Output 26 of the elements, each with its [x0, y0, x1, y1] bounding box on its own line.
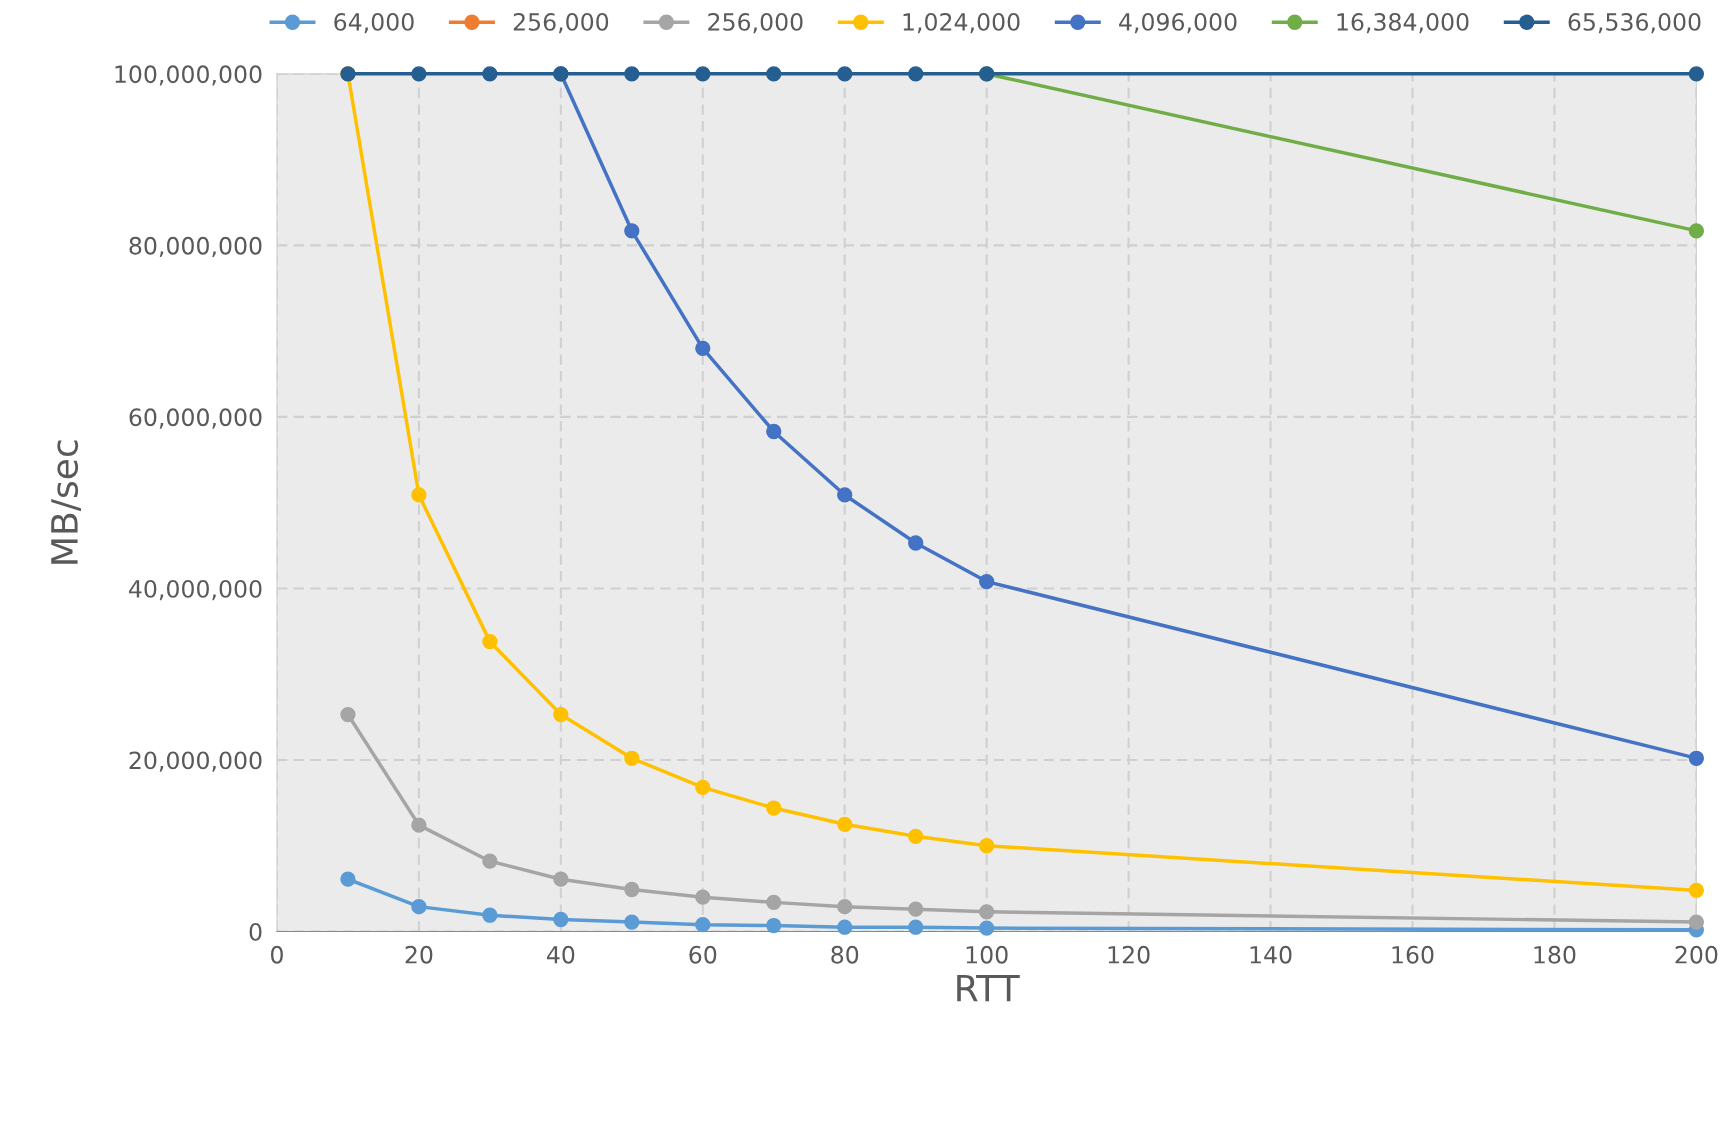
x-tick-label: 160 — [1392, 945, 1434, 964]
y-tick-label: 20,000,000 — [129, 751, 262, 772]
legend-label: 65,536,000 — [1568, 13, 1701, 34]
x-tick-label: 200 — [1675, 945, 1718, 964]
x-tick-label: 120 — [1108, 945, 1150, 964]
legend-label: 64,000 — [334, 13, 414, 34]
legend-label: 256,000 — [513, 13, 609, 34]
legend-label: 1,024,000 — [903, 13, 1020, 34]
x-tick-label: 140 — [1250, 945, 1292, 964]
x-tick-label: 180 — [1534, 945, 1576, 964]
legend-label: 16,384,000 — [1337, 13, 1469, 34]
x-tick-label: 20 — [405, 945, 433, 964]
legend-label: 256,000 — [708, 13, 803, 34]
x-tick-label: 100 — [966, 945, 1008, 964]
legend-label: 4,096,000 — [1119, 13, 1237, 34]
x-axis-title: RTT — [957, 974, 1020, 1002]
y-tick-label: 0 — [249, 922, 262, 941]
y-tick-label: 80,000,000 — [129, 236, 262, 258]
y-axis-title: MB/sec — [51, 440, 81, 564]
x-tick-label: 80 — [831, 945, 859, 964]
y-tick-label: 40,000,000 — [129, 579, 262, 601]
x-tick-label: 40 — [546, 945, 575, 964]
y-tick-label: 60,000,000 — [129, 408, 262, 429]
x-tick-label: 60 — [689, 945, 717, 964]
y-tick-label: 100,000,000 — [115, 65, 262, 86]
x-tick-label: 0 — [271, 945, 283, 964]
